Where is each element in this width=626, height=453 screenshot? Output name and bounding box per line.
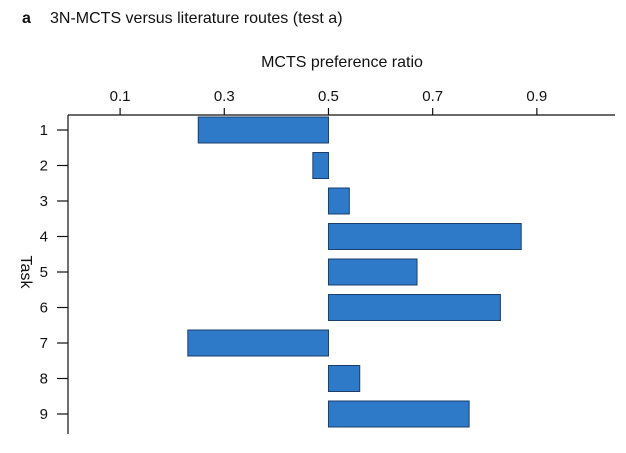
- y-tick-label: 3: [40, 193, 48, 210]
- y-tick-label: 2: [40, 158, 48, 175]
- axes: 0.1 0.3 0.5 0.7 0.9 1 2 3 4 5 6 7 8 9: [40, 88, 615, 434]
- y-tick-label: 6: [40, 300, 48, 317]
- bars: [187, 116, 522, 428]
- bar-task-1: [197, 116, 329, 144]
- y-tick-label: 9: [40, 406, 48, 423]
- x-tick-label: 0.1: [110, 88, 131, 105]
- y-tick-label: 4: [40, 229, 48, 246]
- y-axis-title: Task: [17, 256, 34, 290]
- x-tick-label: 0.5: [318, 88, 339, 105]
- bar-task-6: [327, 294, 501, 321]
- y-tick-label: 5: [40, 264, 48, 281]
- x-tick-label: 0.7: [422, 88, 443, 105]
- bar-task-8: [327, 365, 361, 392]
- x-axis-title: MCTS preference ratio: [261, 54, 423, 71]
- panel-title: 3N-MCTS versus literature routes (test a…: [50, 10, 343, 27]
- bar-task-3: [327, 187, 350, 215]
- y-tick-label: 7: [40, 335, 48, 352]
- x-tick-label: 0.9: [526, 88, 547, 105]
- bar-task-7: [187, 329, 329, 357]
- bar-task-4: [327, 223, 522, 250]
- bar-task-2: [312, 152, 329, 179]
- y-tick-label: 8: [40, 371, 48, 388]
- x-tick-label: 0.3: [214, 88, 235, 105]
- bar-task-5: [327, 258, 418, 286]
- y-tick-label: 1: [40, 122, 48, 139]
- bar-task-9: [327, 400, 470, 428]
- panel-letter: a: [22, 10, 31, 27]
